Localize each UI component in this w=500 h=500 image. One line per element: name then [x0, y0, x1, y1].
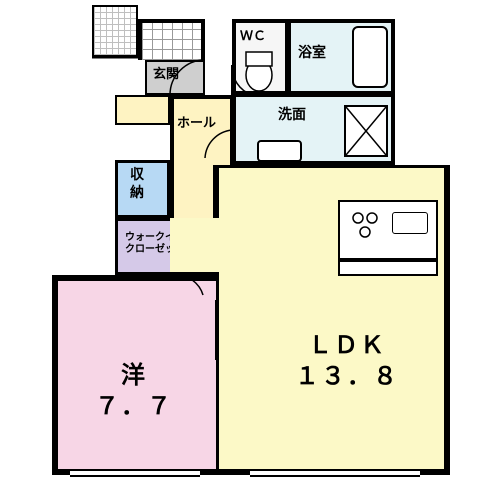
sink	[257, 140, 302, 162]
washing-machine-x	[344, 105, 388, 157]
storage-label: 収 納	[130, 165, 144, 201]
bath-label: 浴室	[298, 43, 326, 61]
kitchen-island	[338, 260, 438, 276]
kitchen-sink	[392, 212, 428, 234]
sill-ldk	[250, 469, 420, 477]
wash-label: 洗面	[278, 105, 306, 123]
bedroom-label: 洋 ７．７	[95, 360, 173, 422]
hall-label: ホール	[177, 115, 216, 132]
sill-bedroom	[70, 469, 200, 477]
wc-label: ＷＣ	[240, 28, 266, 45]
balcony	[92, 5, 138, 57]
shoebox	[115, 95, 170, 125]
bathtub	[352, 26, 388, 88]
genkan-porch	[138, 19, 205, 60]
ldk-ext	[170, 218, 219, 275]
ldk-label: ＬＤＫ １３．８	[295, 330, 399, 392]
stove-icon	[350, 210, 380, 245]
genkan-label: 玄関	[153, 66, 179, 83]
